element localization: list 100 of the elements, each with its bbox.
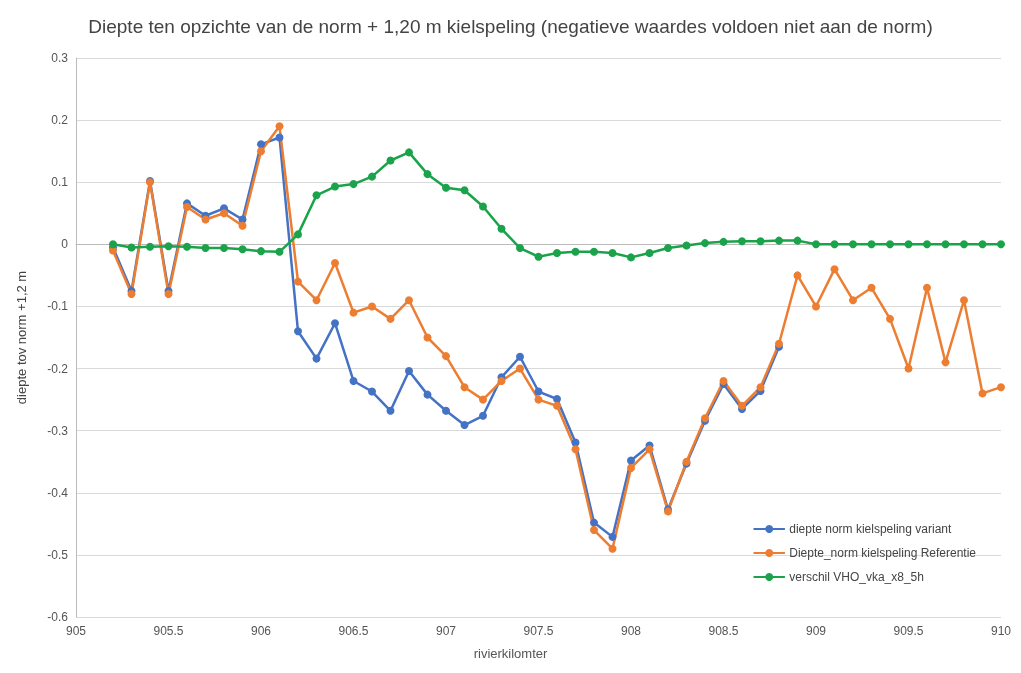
point [479,202,487,211]
point [312,354,321,363]
point [960,296,968,305]
point [257,140,265,149]
point [904,364,913,373]
point [331,182,339,191]
point [941,240,950,249]
point [349,308,358,317]
point [886,240,894,249]
point [460,186,469,195]
point [386,156,395,165]
point [923,240,931,249]
legend-label: verschil VHO_vka_x8_5h [789,570,924,584]
point [386,314,395,323]
point [812,240,820,249]
x-tick-label: 909.5 [893,624,924,638]
point [886,314,894,323]
point [368,302,376,311]
point [479,395,487,404]
x-axis-title: rivierkilomter [473,646,549,661]
point [294,277,302,286]
point [146,242,154,251]
point [719,237,728,246]
point [719,376,728,385]
y-tick-label: -0.3 [47,423,69,438]
point [183,242,191,251]
point [331,319,339,328]
point [997,383,1005,392]
point [516,364,524,373]
legend-label: diepte norm kielspeling variant [789,522,952,536]
point [849,240,857,249]
point [701,239,709,248]
x-tick-label: 910 [990,624,1012,638]
y-tick-label: 0.3 [51,51,69,65]
point [571,445,580,454]
point [275,247,284,256]
point [738,237,746,246]
y-tick-label: -0.1 [47,299,69,314]
point [590,247,598,256]
point [553,249,561,258]
point [294,327,302,336]
point [423,170,432,179]
point [183,203,191,212]
y-axis-title: diepte tov norm +1,2 m [14,270,29,405]
point [923,283,931,292]
point [331,258,339,267]
point [960,240,968,249]
point [627,253,635,262]
point [571,247,580,256]
y-tick-label: 0 [61,237,69,252]
point [238,245,247,254]
x-tick-label: 906.5 [338,624,369,638]
y-tick-label: -0.6 [47,610,69,624]
point [516,352,524,361]
point [553,401,561,410]
point [442,183,450,192]
point [645,445,654,454]
point [997,240,1005,249]
point [867,283,876,292]
y-tick-label: -0.2 [47,361,69,376]
point [941,358,950,367]
point [349,376,358,385]
point [127,290,136,299]
point [627,463,635,472]
point [793,271,802,280]
point [201,215,210,224]
point [368,172,376,181]
point [164,242,173,251]
point [201,244,210,253]
x-tick-label: 907 [435,624,457,638]
point [405,148,413,157]
point [349,180,358,189]
x-tick-label: 907.5 [523,624,554,638]
point [257,147,265,156]
point [479,411,487,420]
x-tick-label: 905.5 [153,624,184,638]
point [867,240,876,249]
point [682,241,691,250]
point [460,421,469,430]
point [386,406,395,415]
y-tick-label: -0.4 [47,485,69,500]
point [978,389,987,398]
x-tick-label: 908 [620,624,642,638]
point [627,456,635,465]
point [534,395,543,404]
point [220,244,228,253]
point [534,252,543,261]
point [442,406,450,415]
x-tick-label: 908.5 [708,624,739,638]
point [645,249,654,258]
point [423,390,432,399]
point [590,518,598,527]
point [257,247,265,256]
point [516,244,524,253]
point [275,122,284,131]
point [460,383,469,392]
y-tick-label: 0.2 [51,113,69,128]
x-tick-label: 905 [65,624,87,638]
point [664,244,672,253]
point [238,221,247,230]
